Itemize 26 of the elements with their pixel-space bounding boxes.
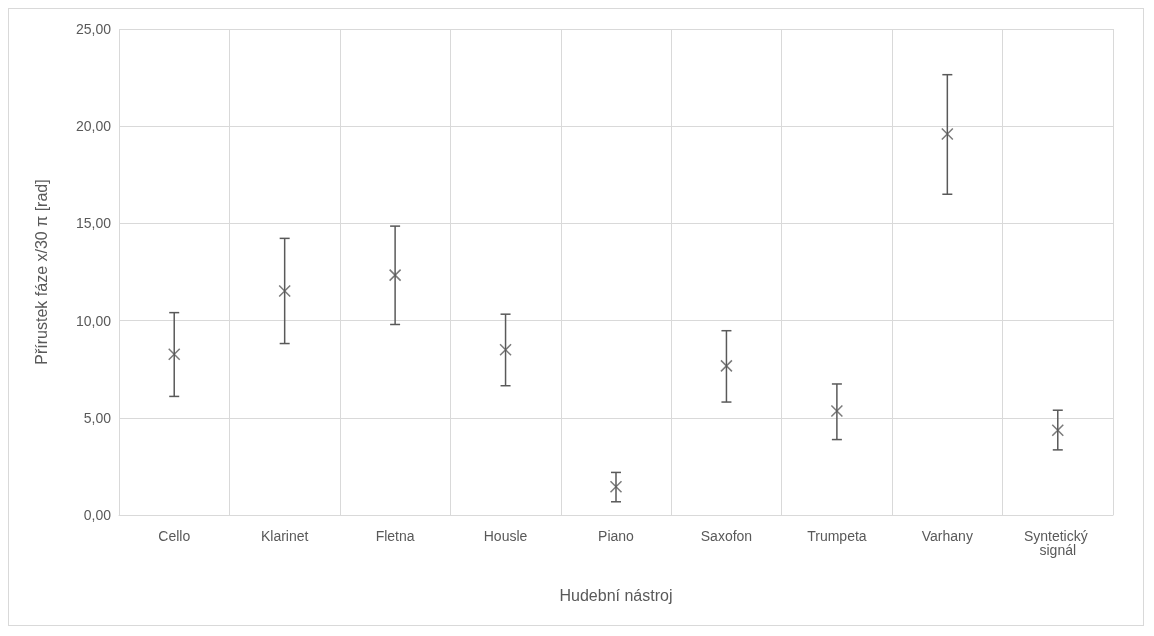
y-tick-label: 0,00 bbox=[83, 507, 112, 523]
point bbox=[941, 127, 954, 141]
point bbox=[278, 284, 291, 298]
y-tick-label: 15,00 bbox=[75, 215, 112, 232]
x-tick-label: Saxofon bbox=[700, 528, 753, 544]
x-tick-label: Trumpeta bbox=[807, 528, 867, 544]
y-tick-label: 25,00 bbox=[75, 21, 112, 37]
x-tick-label: Fletna bbox=[375, 528, 415, 544]
x-tick-label: Housle bbox=[483, 528, 528, 544]
y-tick-label: 5,00 bbox=[83, 409, 112, 426]
point bbox=[167, 347, 181, 361]
y-tick-label: 20,00 bbox=[75, 118, 112, 135]
y-axis-title: Přírustek fáze x/30 π [rad] bbox=[32, 179, 50, 365]
x-tick-label: Cello bbox=[158, 528, 191, 544]
point bbox=[1051, 423, 1065, 437]
x-tick-label: Piano bbox=[598, 528, 635, 544]
point bbox=[609, 480, 623, 494]
y-tick-label: 10,00 bbox=[75, 312, 112, 329]
x-tick-label: Klarinet bbox=[260, 528, 309, 544]
x-axis-title: Hudební nástroj bbox=[559, 586, 673, 604]
point bbox=[388, 268, 402, 282]
point bbox=[830, 404, 844, 418]
point bbox=[499, 343, 512, 357]
point bbox=[720, 359, 733, 373]
x-tick-label: Syntetický signál bbox=[1023, 528, 1092, 558]
x-tick-label: Varhany bbox=[921, 528, 973, 544]
